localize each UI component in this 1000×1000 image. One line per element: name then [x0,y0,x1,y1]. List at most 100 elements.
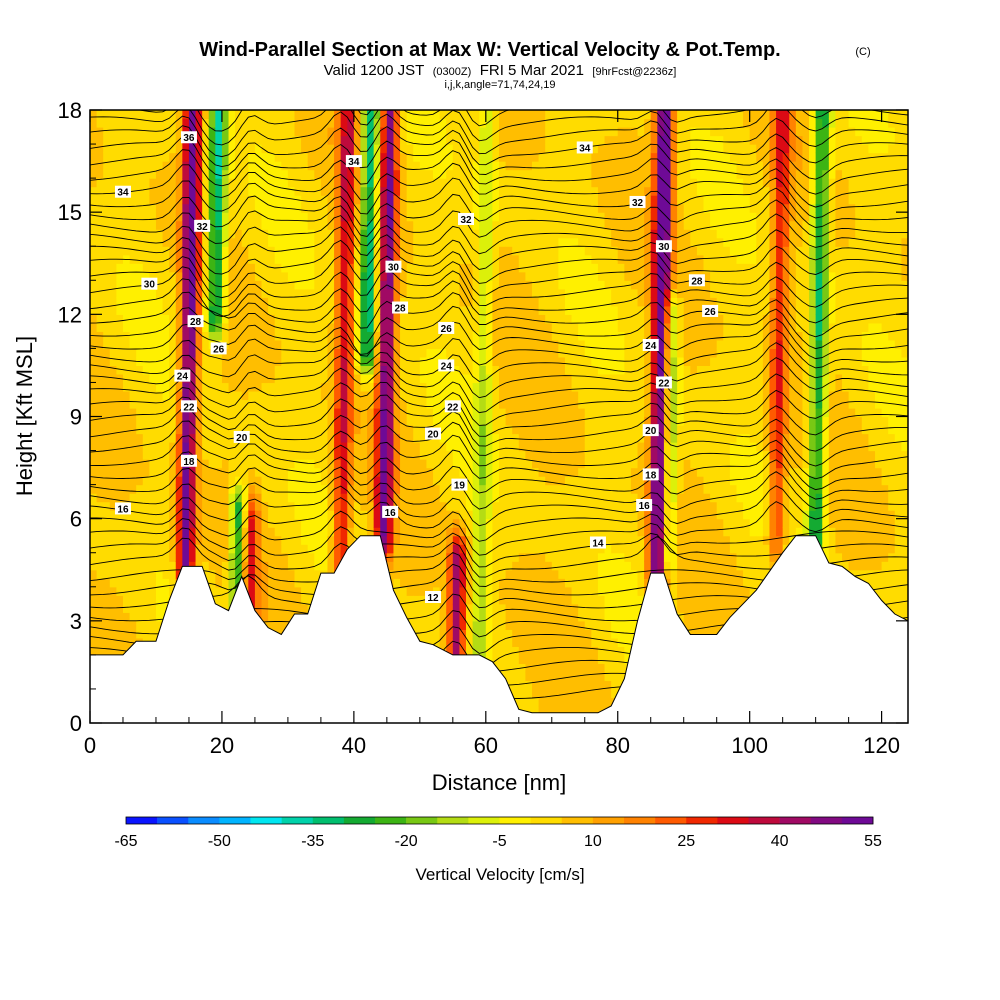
velocity-cell [261,399,269,409]
velocity-cell [367,220,375,230]
velocity-cell [525,305,533,315]
velocity-cell [314,212,322,222]
velocity-cell [221,450,230,460]
velocity-cell [261,493,269,503]
velocity-cell [327,407,335,418]
velocity-cell [155,339,164,349]
velocity-cell [281,552,289,562]
velocity-cell [347,425,355,435]
velocity-cell [479,220,487,230]
velocity-cell [122,603,131,613]
velocity-cell [446,186,454,196]
velocity-cell [261,161,269,171]
velocity-cell [459,518,467,528]
velocity-cell [320,484,329,494]
velocity-cell [228,322,236,332]
velocity-cell [274,510,282,520]
velocity-cell [512,620,520,630]
velocity-cell [433,280,441,290]
velocity-cell [307,331,315,341]
velocity-cell [459,297,467,307]
velocity-cell [268,110,276,120]
velocity-cell [155,467,164,477]
velocity-cell [195,493,203,503]
velocity-cell [446,535,454,545]
velocity-cell [545,646,553,656]
velocity-cell [109,195,117,205]
velocity-cell [419,518,428,528]
velocity-cell [386,425,395,435]
velocity-cell [320,459,329,469]
velocity-cell [142,229,150,239]
velocity-cell [492,203,500,213]
velocity-cell [320,527,329,537]
velocity-cell [208,118,216,128]
velocity-cell [274,127,282,137]
velocity-cell [208,203,216,213]
velocity-cell [531,561,540,571]
velocity-cell [512,595,520,605]
velocity-cell [446,271,454,281]
velocity-cell [182,552,190,562]
velocity-cell [103,544,111,554]
velocity-cell [202,501,210,511]
valid-utc: (0300Z) [433,66,472,78]
velocity-cell [472,305,480,315]
velocity-cell [452,288,461,298]
velocity-cell [353,118,362,128]
velocity-cell [545,569,553,579]
velocity-cell [116,127,124,137]
velocity-cell [208,390,216,401]
velocity-cell [406,569,414,579]
velocity-cell [136,254,144,264]
velocity-cell [459,552,467,562]
velocity-cell [466,612,474,622]
velocity-cell [208,578,216,588]
velocity-cell [406,561,414,571]
velocity-cell [419,425,428,435]
velocity-cell [367,297,375,307]
velocity-cell [103,356,111,367]
velocity-cell [512,535,520,545]
velocity-cell [433,527,441,537]
velocity-cell [281,493,289,503]
velocity-cell [320,407,329,418]
velocity-cell [307,314,315,324]
velocity-cell [188,433,197,443]
velocity-cell [531,535,540,545]
velocity-cell [254,186,263,196]
velocity-cell [221,476,230,486]
velocity-cell [400,442,408,452]
velocity-cell [499,484,507,494]
velocity-cell [294,186,302,196]
velocity-cell [479,442,487,452]
velocity-cell [301,459,309,469]
velocity-cell [155,220,164,230]
velocity-cell [155,280,164,290]
velocity-cell [215,442,223,452]
velocity-cell [129,459,137,469]
velocity-cell [109,510,117,520]
velocity-cell [221,365,230,375]
velocity-cell [433,544,441,554]
velocity-cell [531,280,540,290]
velocity-cell [459,110,467,120]
velocity-cell [479,373,487,384]
velocity-cell [215,595,223,605]
velocity-cell [499,544,507,554]
velocity-cell [129,246,137,256]
velocity-cell [122,152,131,162]
velocity-cell [327,254,335,264]
velocity-cell [169,501,177,511]
velocity-cell [103,646,111,656]
velocity-cell [142,578,150,588]
velocity-cell [116,544,124,554]
velocity-cell [195,561,203,571]
velocity-cell [235,450,243,460]
velocity-cell [109,127,117,137]
velocity-cell [202,169,210,179]
velocity-cell [492,603,500,613]
velocity-cell [485,220,494,230]
velocity-cell [367,195,375,205]
velocity-cell [294,407,302,418]
